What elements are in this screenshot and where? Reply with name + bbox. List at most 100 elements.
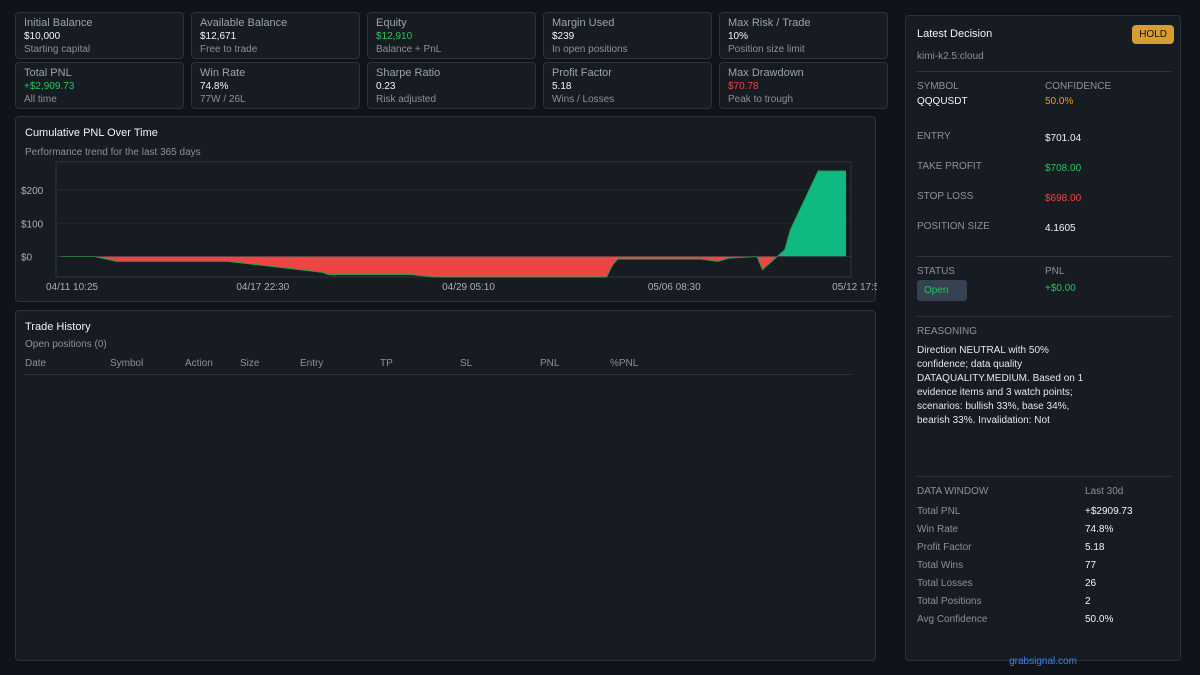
metric-label: Total Wins <box>917 560 964 571</box>
confidence-value: 50.0% <box>1045 96 1074 107</box>
stat-label: Max Drawdown <box>728 67 804 79</box>
column-header[interactable]: SL <box>460 358 473 369</box>
metric-label: Total PNL <box>917 506 961 517</box>
x-tick-label: 04/29 05:10 <box>442 282 495 293</box>
y-tick-label: $200 <box>21 186 44 197</box>
stat-sub: Risk adjusted <box>376 94 437 105</box>
column-header[interactable]: Entry <box>300 358 324 369</box>
pnl-line <box>61 170 846 278</box>
stat-sub: Wins / Losses <box>552 94 615 105</box>
stat-label: Profit Factor <box>552 67 612 79</box>
stat-card: Initial Balance $10,000 Starting capital <box>15 12 184 59</box>
positive-pnl-area <box>61 170 846 257</box>
divider <box>917 71 1171 72</box>
stat-value: $10,000 <box>24 31 61 42</box>
data-window-value: Last 30d <box>1085 486 1124 497</box>
pnl-label: PNL <box>1045 266 1065 277</box>
stat-value: $12,671 <box>200 31 237 42</box>
stop-loss-value: $698.00 <box>1045 193 1082 204</box>
y-tick-label: $100 <box>21 219 44 230</box>
metric-value: 5.18 <box>1085 542 1105 553</box>
stat-value: 0.23 <box>376 81 396 92</box>
stat-card: Margin Used $239 In open positions <box>543 12 712 59</box>
data-window-label: DATA WINDOW <box>917 486 989 497</box>
trade-history-panel: Trade History Open positions (0) Date Sym… <box>15 310 876 661</box>
stat-label: Total PNL <box>24 67 72 79</box>
column-header[interactable]: %PNL <box>610 358 639 369</box>
stat-card: Sharpe Ratio 0.23 Risk adjusted <box>367 62 536 109</box>
column-header[interactable]: Size <box>240 358 260 369</box>
stat-sub: Free to trade <box>200 44 258 55</box>
stat-card: Win Rate 74.8% 77W / 26L <box>191 62 360 109</box>
metric-label: Win Rate <box>917 524 959 535</box>
stat-value: 10% <box>728 31 749 42</box>
stat-sub: Balance + PnL <box>376 44 442 55</box>
stat-value: $239 <box>552 31 575 42</box>
position-size-label: POSITION SIZE <box>917 221 990 232</box>
symbol-value: QQQUSDT <box>917 96 968 107</box>
stop-loss-label: STOP LOSS <box>917 191 974 202</box>
metric-label: Total Positions <box>917 596 982 607</box>
model-name: kimi-k2.5:cloud <box>917 51 984 62</box>
open-positions-count: Open positions (0) <box>25 339 107 350</box>
negative-pnl-area <box>61 256 846 277</box>
x-tick-label: 04/11 10:25 <box>46 282 99 293</box>
column-header[interactable]: TP <box>380 358 393 369</box>
decision-title: Latest Decision <box>917 28 993 40</box>
stat-sub: 77W / 26L <box>200 94 246 105</box>
stat-sub: Position size limit <box>728 44 805 55</box>
stat-label: Available Balance <box>200 17 288 29</box>
stat-value: 74.8% <box>200 81 229 92</box>
reasoning-text: Direction NEUTRAL with 50% confidence; d… <box>917 345 1084 426</box>
stat-label: Max Risk / Trade <box>728 17 811 29</box>
confidence-label: CONFIDENCE <box>1045 81 1112 92</box>
status-label: STATUS <box>917 266 955 277</box>
metric-label: Total Losses <box>917 578 973 589</box>
stat-value: $12,910 <box>376 31 413 42</box>
metric-value: 77 <box>1085 560 1097 571</box>
take-profit-value: $708.00 <box>1045 163 1082 174</box>
stat-label: Equity <box>376 17 407 29</box>
latest-decision-panel: Latest Decision HOLD kimi-k2.5:cloud SYM… <box>905 15 1181 667</box>
stat-label: Win Rate <box>200 67 246 79</box>
stat-card: Max Drawdown $70.78 Peak to trough <box>719 62 888 109</box>
stat-sub: Peak to trough <box>728 94 794 105</box>
pnl-chart-panel: Cumulative PNL Over Time Performance tre… <box>15 116 877 302</box>
metric-value: 26 <box>1085 578 1097 589</box>
column-header[interactable]: Symbol <box>110 358 144 369</box>
stat-card: Total PNL +$2,909.73 All time <box>15 62 184 109</box>
pnl-chart: $200 $100 $0 04/11 10:25 04/17 22:30 04/29 05… <box>21 161 877 293</box>
table-header-divider <box>25 374 851 375</box>
entry-label: ENTRY <box>917 131 951 142</box>
stat-value: +$2,909.73 <box>24 81 75 92</box>
x-tick-label: 05/12 17:55 <box>832 282 877 293</box>
column-header[interactable]: Action <box>185 358 213 369</box>
footer-link[interactable]: grabsignal.com <box>1009 656 1077 667</box>
entry-value: $701.04 <box>1045 133 1082 144</box>
stat-value: $70.78 <box>728 81 759 92</box>
column-header[interactable]: Date <box>25 358 47 369</box>
trade-history-title: Trade History <box>25 321 91 333</box>
stat-card: Equity $12,910 Balance + PnL <box>367 12 536 59</box>
metric-value: 2 <box>1085 596 1091 607</box>
column-header[interactable]: PNL <box>540 358 560 369</box>
take-profit-label: TAKE PROFIT <box>917 161 982 172</box>
action-badge: HOLD <box>1132 25 1174 44</box>
metric-value: 50.0% <box>1085 614 1114 625</box>
divider <box>917 256 1171 257</box>
pnl-value: +$0.00 <box>1045 283 1076 294</box>
divider <box>917 476 1171 477</box>
x-tick-label: 05/06 08:30 <box>648 282 701 293</box>
metric-label: Avg Confidence <box>917 614 988 625</box>
metric-value: 74.8% <box>1085 524 1114 535</box>
stat-label: Margin Used <box>552 17 615 29</box>
metric-label: Profit Factor <box>917 542 972 553</box>
stat-sub: Starting capital <box>24 44 91 55</box>
y-tick-label: $0 <box>21 252 33 263</box>
symbol-label: SYMBOL <box>917 81 959 92</box>
stat-sub: All time <box>24 94 57 105</box>
reasoning-label: REASONING <box>917 326 978 337</box>
stat-card: Max Risk / Trade 10% Position size limit <box>719 12 888 59</box>
stat-card: Profit Factor 5.18 Wins / Losses <box>543 62 712 109</box>
divider <box>917 316 1171 317</box>
